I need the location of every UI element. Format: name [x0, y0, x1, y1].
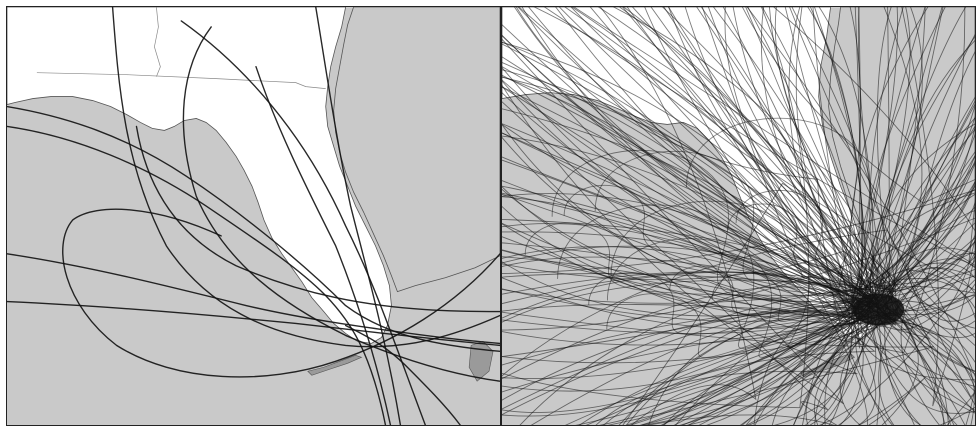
storm-track: [502, 316, 873, 425]
storm-track: [502, 250, 864, 425]
storm-track: [530, 302, 880, 425]
storm-track: [502, 156, 892, 323]
storm-track: [686, 117, 873, 300]
storm-track: [818, 7, 975, 414]
storm-track: [874, 39, 975, 387]
storm-track: [599, 7, 757, 425]
storm-track: [502, 34, 856, 295]
storm-track: [344, 324, 461, 425]
storm-track: [182, 26, 500, 382]
state-boundary: [36, 72, 326, 89]
storm-track: [7, 253, 500, 345]
storm-track: [557, 204, 873, 349]
storm-track: [7, 300, 500, 347]
storm-track: [606, 293, 873, 359]
storm-track: [669, 265, 873, 317]
storm-tracks-right: [502, 7, 975, 425]
storm-track: [735, 189, 873, 296]
storm-track: [502, 240, 975, 346]
storm-track: [741, 7, 975, 204]
storm-track: [502, 41, 888, 425]
storm-tracks-left: [7, 7, 500, 425]
storm-track: [7, 125, 387, 425]
storm-track: [502, 242, 853, 425]
storm-track: [502, 7, 810, 409]
storm-track: [533, 7, 894, 425]
storm-track: [519, 275, 975, 425]
storm-track: [315, 7, 402, 425]
storm-track: [502, 7, 855, 305]
storm-track: [644, 7, 805, 279]
storm-track: [502, 7, 943, 306]
storm-track: [857, 7, 975, 293]
storm-track: [180, 20, 427, 425]
storm-track: [502, 7, 860, 324]
track-convergence-core: [852, 293, 905, 326]
map-canvas-right: [502, 7, 975, 425]
storm-track: [722, 7, 926, 349]
storm-track: [575, 255, 975, 425]
storm-track: [906, 50, 975, 322]
storm-track: [502, 108, 882, 425]
storm-track: [502, 79, 958, 425]
storm-track: [502, 159, 975, 315]
storm-track: [518, 7, 877, 425]
storm-track: [883, 7, 923, 425]
storm-track: [62, 208, 500, 378]
storm-track: [502, 62, 975, 316]
storm-track: [502, 231, 975, 411]
storm-track: [111, 7, 500, 348]
storm-track: [255, 66, 392, 425]
storm-track: [647, 406, 975, 425]
storm-track: [606, 238, 873, 358]
map-canvas-left: [7, 7, 500, 425]
storm-track: [502, 101, 838, 425]
storm-track: [622, 7, 975, 313]
storm-track: [793, 185, 975, 425]
storm-track: [502, 196, 876, 425]
storm-track: [502, 241, 975, 293]
storm-track: [886, 201, 975, 425]
storm-track: [551, 150, 873, 303]
storm-track: [870, 257, 975, 413]
storm-track: [650, 7, 877, 425]
storm-track: [502, 189, 975, 274]
storm-track: [819, 236, 975, 425]
storm-track: [502, 66, 975, 291]
map-panel-few-tracks: [6, 6, 501, 426]
state-boundary: [154, 7, 161, 77]
storm-track: [905, 269, 975, 425]
storm-track: [727, 203, 873, 298]
map-panel-many-tracks: [501, 6, 976, 426]
storm-track: [668, 7, 975, 287]
storm-track: [563, 185, 873, 305]
storm-track: [502, 217, 975, 425]
storm-track: [570, 7, 975, 291]
storm-track: [135, 125, 500, 313]
storm-track: [524, 222, 873, 296]
storm-track: [528, 7, 885, 290]
atlantic-water: [333, 7, 500, 293]
storm-track: [502, 56, 851, 425]
storm-track: [502, 86, 870, 425]
storm-track: [700, 7, 975, 304]
storm-track: [594, 150, 873, 297]
storm-track: [502, 35, 899, 364]
storm-track: [610, 200, 873, 349]
storm-track: [502, 317, 864, 425]
florida-keys: [307, 355, 363, 376]
